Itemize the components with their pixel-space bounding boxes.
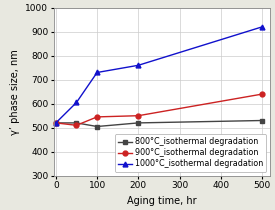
800°C_isothermal degradation xyxy=(260,119,264,122)
900°C_isothermal degradation xyxy=(54,122,57,124)
800°C_isothermal degradation xyxy=(54,122,57,124)
800°C_isothermal degradation xyxy=(75,122,78,124)
900°C_isothermal degradation xyxy=(95,116,99,118)
900°C_isothermal degradation xyxy=(260,93,264,95)
Legend: 800°C_isothermal degradation, 900°C_isothermal degradation, 1000°C_isothermal de: 800°C_isothermal degradation, 900°C_isot… xyxy=(115,134,266,172)
Line: 900°C_isothermal degradation: 900°C_isothermal degradation xyxy=(53,92,265,128)
1000°C_isothermal degradation xyxy=(260,26,264,28)
1000°C_isothermal degradation xyxy=(95,71,99,74)
1000°C_isothermal degradation xyxy=(75,101,78,104)
900°C_isothermal degradation xyxy=(75,124,78,127)
800°C_isothermal degradation xyxy=(95,125,99,128)
X-axis label: Aging time, hr: Aging time, hr xyxy=(127,196,197,206)
Line: 800°C_isothermal degradation: 800°C_isothermal degradation xyxy=(53,118,265,129)
1000°C_isothermal degradation xyxy=(137,64,140,67)
Y-axis label: γ’ phase size, nm: γ’ phase size, nm xyxy=(10,49,20,135)
900°C_isothermal degradation xyxy=(137,114,140,117)
1000°C_isothermal degradation xyxy=(54,122,57,124)
800°C_isothermal degradation xyxy=(137,122,140,124)
Line: 1000°C_isothermal degradation: 1000°C_isothermal degradation xyxy=(53,24,265,125)
